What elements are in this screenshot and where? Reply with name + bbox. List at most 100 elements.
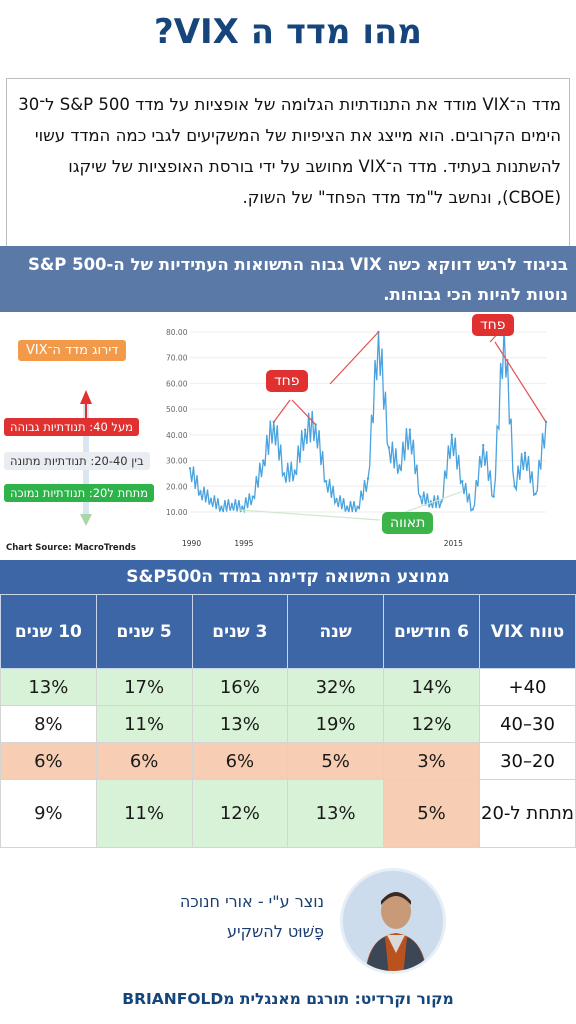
y-tick-label: 80.00 (166, 328, 188, 337)
table-cell: 19% (287, 705, 384, 743)
table-cell: 12% (383, 705, 480, 743)
table-cell: 11% (95, 779, 193, 848)
vix-data-point (230, 503, 234, 506)
vix-series-line (189, 326, 547, 514)
table-cell: 6% (0, 742, 97, 780)
vix-data-point (356, 505, 359, 509)
table-title: ממוצע התשואה קדימה במדד הS&P500 (0, 560, 576, 594)
y-tick-label: 30.00 (166, 457, 188, 466)
callout-greed: תאווה (382, 512, 434, 534)
table-cell: 5% (287, 742, 384, 780)
table-cell: 8% (0, 705, 97, 743)
table-cell: 13% (0, 668, 97, 706)
arrow-fear-2002 (291, 399, 317, 425)
arrow-up-icon (80, 390, 92, 404)
vix-data-point (241, 505, 244, 509)
vix-data-point (471, 508, 474, 511)
legend-high: מעל 40: תנודתיות גבוהה (4, 418, 139, 436)
table-cell: 17% (95, 668, 193, 706)
table-cell: 9% (0, 779, 97, 848)
legend-header: דירוג מדד ה־VIX (18, 340, 127, 361)
header-10-years: 10 שנים (0, 594, 97, 669)
table-row: 20–30 3% 5% 6% 6% 6% (0, 742, 576, 780)
x-tick-label: 1995 (234, 539, 253, 548)
arrow-fear-1998 (273, 399, 291, 423)
vix-chart-section: 80.00 70.00 60.00 50.00 40.00 30.00 20.00 10.00… (0, 314, 576, 558)
vix-data-point (492, 495, 495, 498)
header-vix-range: טווח VIX (479, 594, 576, 669)
vix-data-point (220, 505, 223, 509)
y-tick-label: 20.00 (166, 482, 188, 491)
table-cell: 32% (287, 668, 384, 706)
x-tick-label: 1990 (182, 539, 201, 548)
y-tick-label: 40.00 (166, 431, 188, 440)
arrow-fear-2008 (329, 331, 379, 385)
table-cell: 16% (191, 668, 289, 706)
vix-data-point (481, 443, 485, 447)
legend-mid: בין 20-40: תנודתיות מתונה (4, 452, 150, 470)
table-cell: 11% (95, 705, 193, 743)
table-cell: 5% (383, 779, 480, 848)
table-row: 40+ 14% 32% 16% 17% 13% (0, 668, 576, 706)
vix-data-point (283, 472, 286, 475)
vix-data-point (408, 428, 412, 431)
vix-data-point (398, 464, 401, 467)
vix-data-point (345, 505, 349, 509)
header-6-months: 6 חודשים (383, 594, 480, 669)
cell-range: 20–30 (479, 742, 576, 780)
y-tick-label: 70.00 (166, 354, 188, 363)
chart-source: Chart Source: MacroTrends (6, 543, 136, 553)
arrow-fear-2024 (494, 341, 547, 423)
returns-table-section: ממוצע התשואה קדימה במדד הS&P500 טווח VIX… (0, 560, 576, 848)
header-3-years: 3 שנים (191, 594, 289, 669)
cell-range: 30–40 (479, 705, 576, 743)
arrow-greed-left (239, 509, 381, 521)
page-title: מהו מדד ה VIX? (153, 12, 422, 52)
vix-data-point (251, 495, 255, 498)
brand-name: פָּשׁוּט להשקיע (227, 922, 324, 941)
table-cell: 14% (383, 668, 480, 706)
vix-data-point (440, 500, 443, 503)
vix-data-point (419, 495, 422, 498)
returns-table: טווח VIX 6 חודשים שנה 3 שנים 5 שנים 10 ש… (0, 594, 576, 848)
vix-data-point (199, 490, 202, 493)
header-5-years: 5 שנים (95, 594, 193, 669)
table-cell: 3% (383, 742, 480, 780)
cell-range: 40+ (479, 668, 576, 706)
table-cell: 12% (191, 779, 289, 848)
vix-data-point (513, 485, 516, 488)
callout-fear-right: פחד (472, 314, 514, 336)
arrow-down-icon (80, 514, 92, 526)
header-1-year: שנה (287, 594, 384, 669)
person-icon (343, 871, 443, 971)
vix-data-point (534, 492, 537, 496)
table-row: מתחת ל-20 5% 13% 12% 11% 9% (0, 779, 576, 848)
intro-paragraph: מדד ה־VIX מודד את התנודתיות הגלומה של או… (6, 78, 570, 264)
source-credit: מקור וקרדיט: תורגם מאנגלית מBRIANFOLD (122, 990, 454, 1008)
vix-data-point (293, 469, 296, 473)
vix-data-point (188, 467, 192, 470)
legend-low: מתחת ל20: תנודתיות נמוכה (4, 484, 155, 502)
callout-fear-left: פחד (266, 370, 308, 392)
vix-data-point (335, 497, 338, 501)
cell-range: מתחת ל-20 (479, 779, 576, 848)
table-row: 30–40 12% 19% 13% 11% 8% (0, 705, 576, 743)
avatar (340, 868, 446, 974)
vix-data-point (303, 428, 307, 431)
y-tick-label: 50.00 (166, 405, 188, 414)
creator-credit: נוצר ע"י - אורי חנוכה (179, 892, 324, 911)
y-tick-label: 10.00 (166, 508, 188, 517)
table-cell: 6% (95, 742, 193, 780)
vix-data-point (387, 446, 391, 449)
vix-data-point (523, 451, 527, 455)
vix-data-point (262, 459, 265, 462)
x-tick-label: 2015 (444, 539, 463, 548)
vix-data-point (450, 433, 453, 437)
y-tick-label: 60.00 (166, 379, 188, 388)
table-cell: 6% (191, 742, 289, 780)
arrow-greed-right (399, 490, 463, 515)
table-cell: 13% (287, 779, 384, 848)
banner-text: בניגוד לרגש דווקא כשה VIX גבוה התשואות ה… (0, 246, 576, 312)
vix-data-point (366, 477, 370, 480)
footer: נוצר ע"י - אורי חנוכה פָּשׁוּט להשקיע מק… (0, 862, 576, 1024)
